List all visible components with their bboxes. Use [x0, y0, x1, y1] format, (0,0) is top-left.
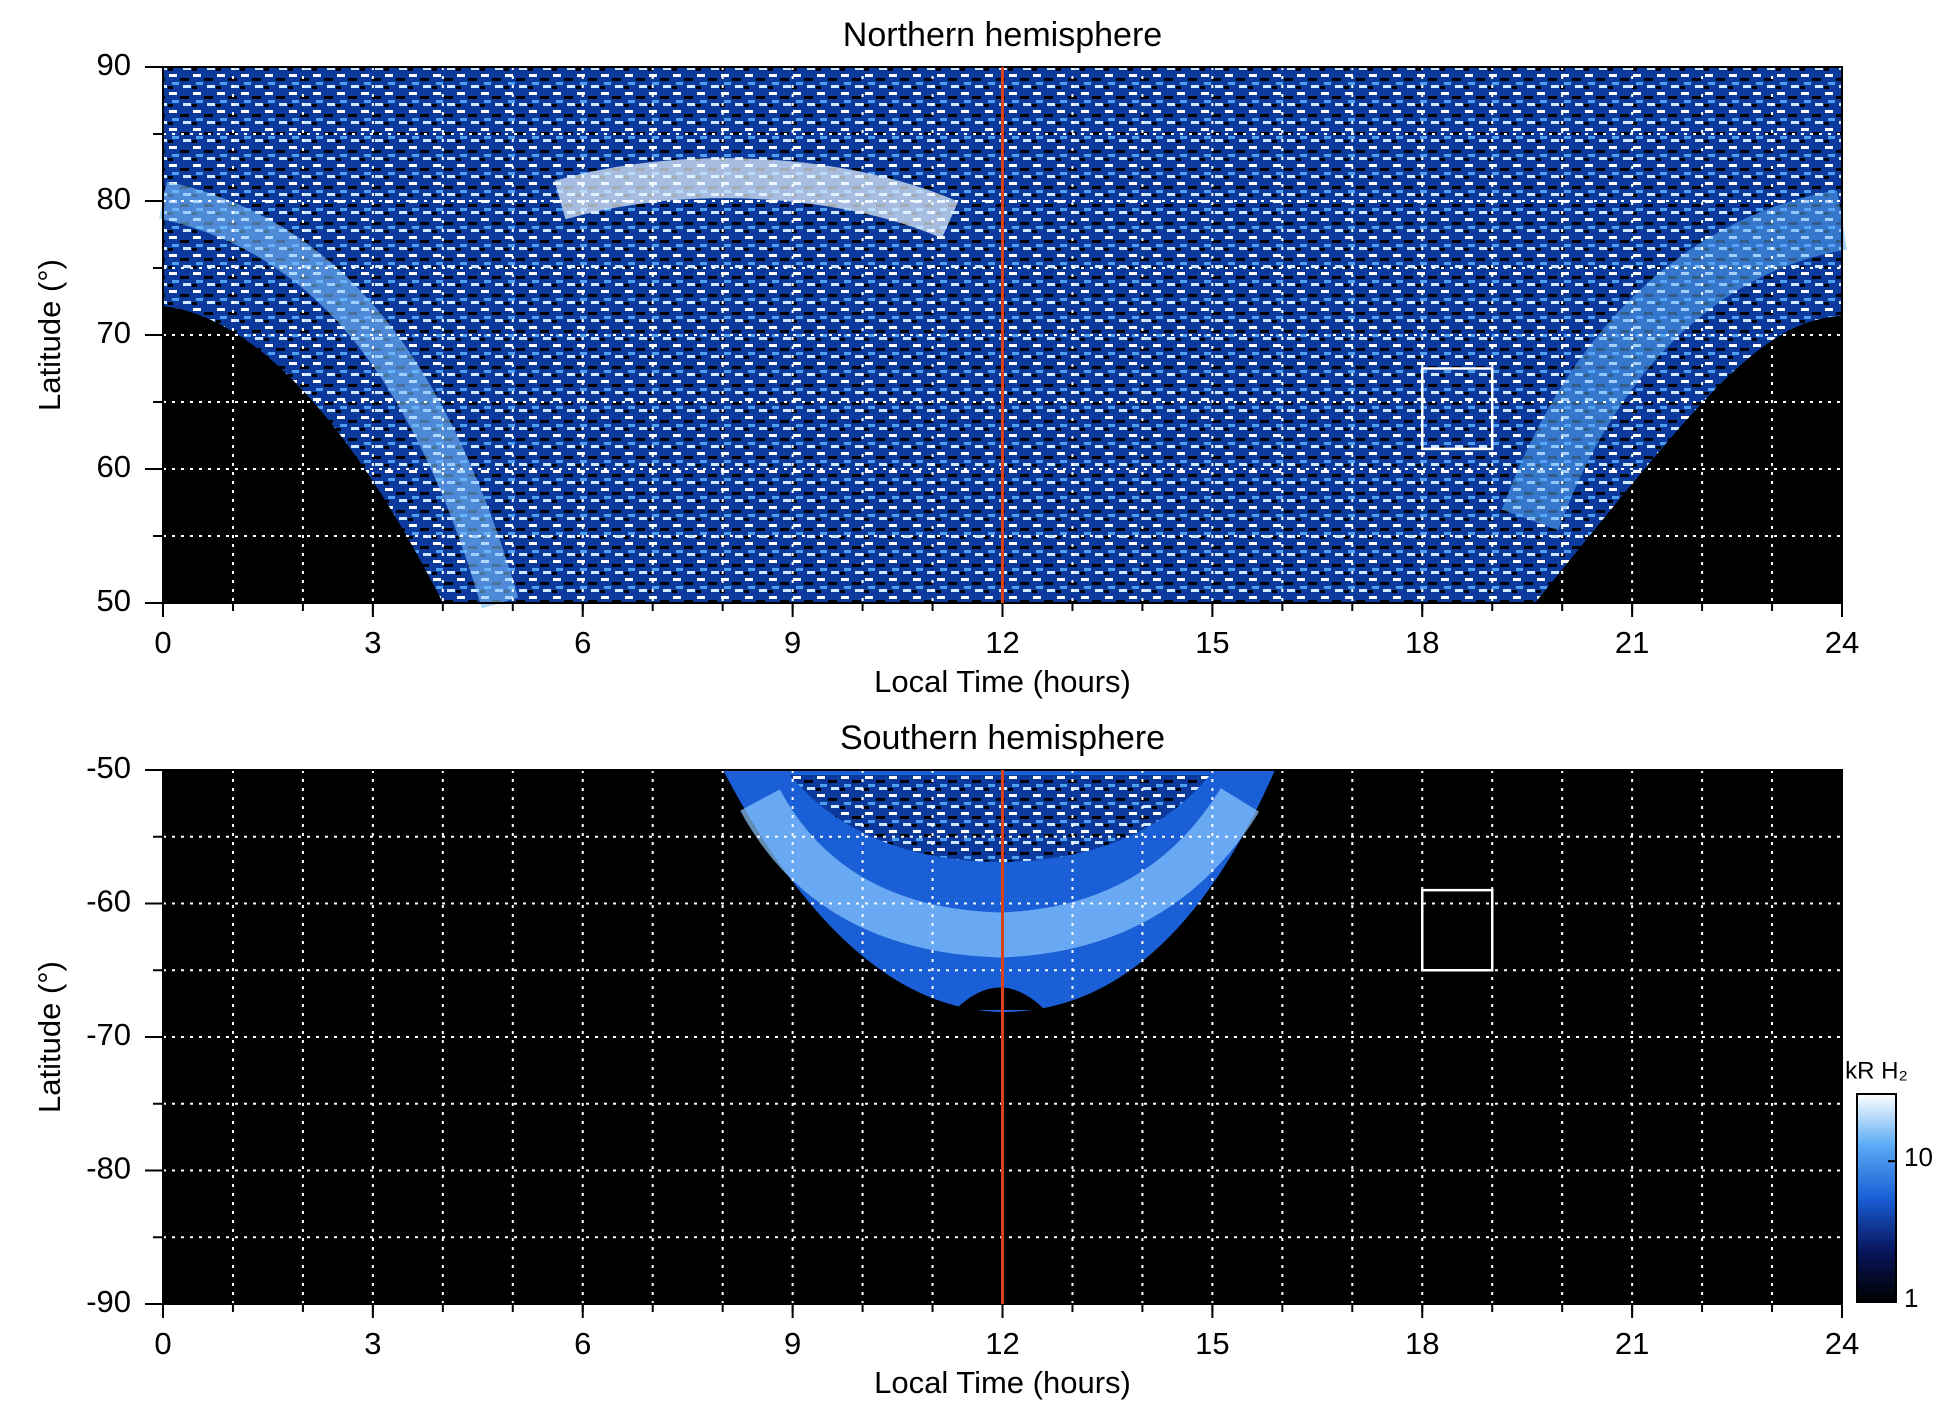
- chart-title: Southern hemisphere: [840, 719, 1165, 757]
- x-tick-label: 9: [784, 1326, 801, 1361]
- y-tick-label: 60: [97, 449, 131, 484]
- x-tick-label: 12: [985, 625, 1019, 660]
- y-tick-label: 90: [97, 47, 131, 82]
- x-tick-label: 15: [1195, 1326, 1229, 1361]
- x-tick-label: 9: [784, 625, 801, 660]
- y-tick-label: -90: [86, 1284, 131, 1319]
- y-axis-label: Latitude (°): [32, 259, 67, 411]
- y-tick-label: -50: [86, 750, 131, 785]
- x-tick-label: 18: [1405, 625, 1439, 660]
- x-tick-label: 0: [154, 625, 171, 660]
- emission-oval: [740, 787, 1260, 958]
- x-tick-label: 24: [1825, 1326, 1859, 1361]
- y-tick-label: 70: [97, 315, 131, 350]
- colorbar: [1856, 1093, 1897, 1303]
- x-tick-label: 12: [985, 1326, 1019, 1361]
- x-tick-label: 21: [1615, 625, 1649, 660]
- x-axis-label: Local Time (hours): [874, 1365, 1131, 1400]
- region-box: [1421, 367, 1494, 451]
- x-tick-label: 24: [1825, 625, 1859, 660]
- x-tick-label: 6: [574, 625, 591, 660]
- y-tick-label: 50: [97, 583, 131, 618]
- y-tick-label: -70: [86, 1017, 131, 1052]
- emission-oval: [554, 158, 959, 239]
- x-axis-label: Local Time (hours): [874, 664, 1131, 699]
- colorbar-tick-label: 10: [1904, 1142, 1933, 1172]
- y-tick-label: 80: [97, 181, 131, 216]
- emission-oval: [158, 181, 519, 609]
- colorbar-label: kR H₂: [1845, 1057, 1908, 1084]
- y-tick-label: -80: [86, 1151, 131, 1186]
- chart-title: Northern hemisphere: [843, 16, 1162, 54]
- emission-region: [790, 775, 1210, 862]
- x-tick-label: 6: [574, 1326, 591, 1361]
- region-box: [1421, 888, 1494, 972]
- x-tick-label: 18: [1405, 1326, 1439, 1361]
- x-tick-label: 15: [1195, 625, 1229, 660]
- y-axis-label: Latitude (°): [32, 961, 67, 1113]
- x-tick-label: 3: [364, 1326, 381, 1361]
- x-tick-label: 21: [1615, 1326, 1649, 1361]
- x-tick-label: 3: [364, 625, 381, 660]
- x-tick-label: 0: [154, 1326, 171, 1361]
- colorbar-tick-label: 1: [1904, 1283, 1918, 1313]
- emission-gap: [955, 987, 1045, 1010]
- y-tick-label: -60: [86, 884, 131, 919]
